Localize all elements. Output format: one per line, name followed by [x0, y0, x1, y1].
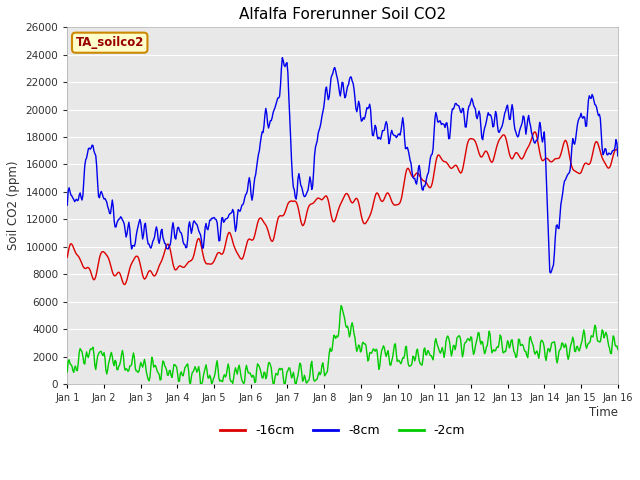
Legend: -16cm, -8cm, -2cm: -16cm, -8cm, -2cm — [215, 419, 470, 442]
Y-axis label: Soil CO2 (ppm): Soil CO2 (ppm) — [7, 161, 20, 251]
X-axis label: Time: Time — [589, 406, 618, 419]
Text: TA_soilco2: TA_soilco2 — [76, 36, 144, 49]
Title: Alfalfa Forerunner Soil CO2: Alfalfa Forerunner Soil CO2 — [239, 7, 446, 22]
